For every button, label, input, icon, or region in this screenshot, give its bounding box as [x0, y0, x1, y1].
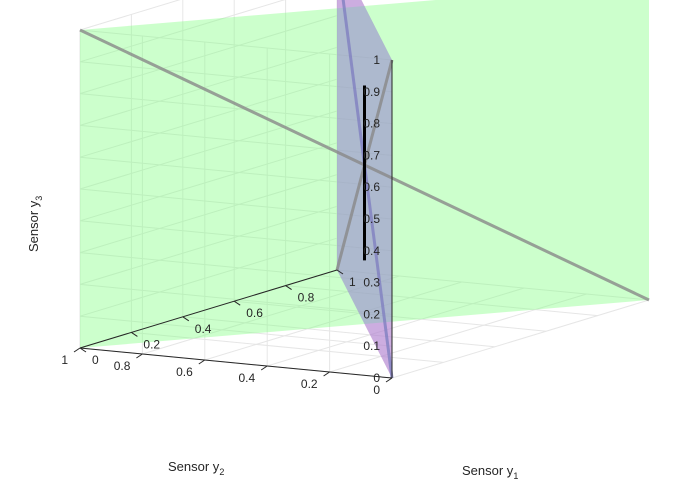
- grid-line-x-floor: [182, 316, 495, 348]
- grid-line-x-floor: [234, 300, 547, 332]
- grid-line-z-left: [79, 61, 393, 93]
- tick-mark-y1: [182, 316, 190, 322]
- grid-line-x-floor: [285, 285, 598, 317]
- axis-lines: [79, 60, 393, 379]
- edge-lines: [79, 0, 650, 379]
- tick-label-y1: 1: [349, 275, 356, 289]
- tick-label-y3: 0.2: [363, 307, 380, 321]
- tick-mark-y1: [285, 285, 292, 291]
- axis-line-y1: [79, 269, 338, 349]
- grid-line-z-left: [79, 252, 393, 284]
- grid-line-x-floor: [131, 331, 444, 363]
- tick-label-y1: 0.6: [246, 306, 263, 320]
- tick-label-y2: 0.8: [114, 359, 131, 373]
- grid-line-z-right: [79, 110, 338, 190]
- tick-label-y1: 0.2: [143, 337, 160, 351]
- grid-line-y-floor: [142, 275, 400, 355]
- y-axis-label: Sensor y2: [168, 459, 224, 477]
- grid-line-z-left: [79, 220, 393, 252]
- tick-label-y1: 0: [92, 353, 99, 367]
- grid-line-y-floor: [391, 299, 650, 379]
- tick-mark-y2: [73, 347, 81, 353]
- tick-label-y1: 0.8: [298, 291, 315, 305]
- grid-line-z-right: [79, 15, 338, 95]
- tick-mark-y2: [260, 365, 268, 371]
- tick-label-y3: 1: [373, 53, 380, 67]
- tick-mark-y1: [336, 269, 344, 275]
- tick-label-y3: 0.3: [363, 276, 380, 290]
- grid-line-z-right: [79, 78, 338, 158]
- tick-label-y1: 0.4: [195, 322, 212, 336]
- tick-label-y2: 0.2: [301, 377, 318, 391]
- tick-mark-y2: [136, 353, 143, 359]
- tick-label-y3: 0.5: [363, 212, 380, 226]
- tick-labels: 0 0.2 0.4 0.6 0.8 1 0 0.2 0.4 0.6 0.8 1 0 0.1 0.2 0.3 0.…: [61, 53, 393, 397]
- grid-line-z-left: [79, 156, 393, 188]
- tick-label-y3: 0: [373, 371, 380, 385]
- grid-line-y-floor: [329, 293, 587, 373]
- tick-label-y3: 0.9: [363, 85, 380, 99]
- grid-line-z-left: [79, 29, 393, 61]
- tick-label-y3: 0.1: [363, 339, 380, 353]
- grid-line-y-floor: [204, 281, 462, 361]
- tick-mark-y1: [131, 331, 138, 337]
- grid-line-z-left: [79, 315, 393, 347]
- grid-line-z-right: [79, 205, 338, 285]
- tick-label-y2: 0.4: [239, 371, 256, 385]
- axis-line-y2: [79, 347, 393, 379]
- grid-line-z-right: [79, 0, 181, 31]
- tick-label-y3: 0.7: [363, 148, 380, 162]
- grid-line-z-left: [79, 93, 393, 125]
- grid-line-z-left: [79, 283, 393, 315]
- tick-mark-y2: [323, 371, 330, 377]
- tick-mark-y1: [79, 347, 87, 353]
- tick-mark-y2: [385, 377, 393, 383]
- grid-line-x-floor: [336, 269, 650, 301]
- grid-line-z-right: [79, 237, 338, 317]
- grid-line-z-left: [79, 124, 393, 156]
- tick-label-y2: 0: [373, 383, 380, 397]
- grid-line-y-floor: [267, 287, 525, 367]
- x-axis-label: Sensor y1: [462, 463, 518, 481]
- tick-label-y3: 0.4: [363, 244, 380, 258]
- grid-line-z-left: [79, 188, 393, 220]
- tick-mark-y2: [198, 359, 206, 365]
- z-axis-label: Sensor y3: [26, 196, 44, 252]
- tick-label-y3: 0.6: [363, 180, 380, 194]
- grid-line-z-right: [79, 142, 338, 222]
- tick-mark-y1: [233, 300, 241, 306]
- tick-label-y2: 0.6: [176, 365, 193, 379]
- tick-label-y2: 1: [61, 353, 68, 367]
- grid-line-z-right: [79, 174, 338, 254]
- grid-line-z-right: [79, 46, 338, 126]
- tick-label-y3: 0.8: [363, 117, 380, 131]
